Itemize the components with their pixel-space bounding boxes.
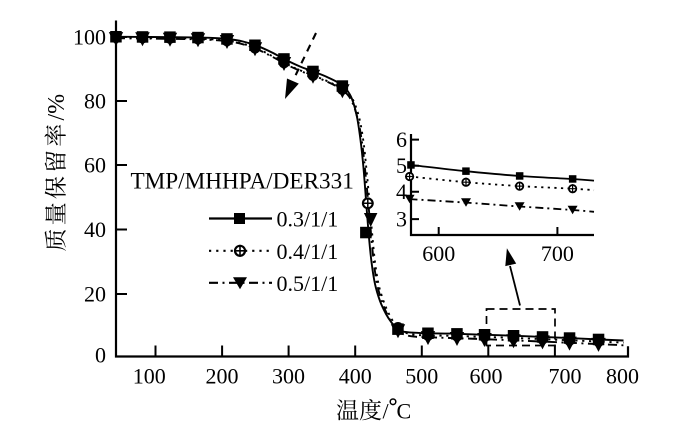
svg-text:6: 6 <box>396 127 407 152</box>
svg-text:60: 60 <box>84 152 106 177</box>
svg-text:3: 3 <box>396 206 407 231</box>
svg-text:300: 300 <box>272 364 305 389</box>
svg-text:0.3/1/1: 0.3/1/1 <box>277 207 339 232</box>
svg-text:C: C <box>397 399 412 424</box>
svg-text:400: 400 <box>339 364 372 389</box>
svg-text:0.5/1/1: 0.5/1/1 <box>277 271 339 296</box>
svg-text:600: 600 <box>470 364 503 389</box>
svg-text:4: 4 <box>396 179 407 204</box>
svg-text:0.4/1/1: 0.4/1/1 <box>277 239 339 264</box>
svg-text:5: 5 <box>396 153 407 178</box>
svg-text:100: 100 <box>133 364 166 389</box>
svg-text:80: 80 <box>84 88 106 113</box>
svg-text:700: 700 <box>541 241 574 266</box>
svg-text:800: 800 <box>606 364 639 389</box>
svg-text:/%: /% <box>44 94 70 121</box>
svg-text:40: 40 <box>84 217 106 242</box>
svg-text:20: 20 <box>84 281 106 306</box>
svg-text:100: 100 <box>73 24 106 49</box>
svg-text:0: 0 <box>95 342 106 367</box>
svg-text:/: / <box>383 399 390 424</box>
svg-text:TMP/MHHPA/DER331: TMP/MHHPA/DER331 <box>131 169 354 195</box>
svg-text:200: 200 <box>206 364 239 389</box>
svg-text:600: 600 <box>422 241 455 266</box>
svg-text:700: 700 <box>549 364 582 389</box>
svg-text:500: 500 <box>405 364 438 389</box>
